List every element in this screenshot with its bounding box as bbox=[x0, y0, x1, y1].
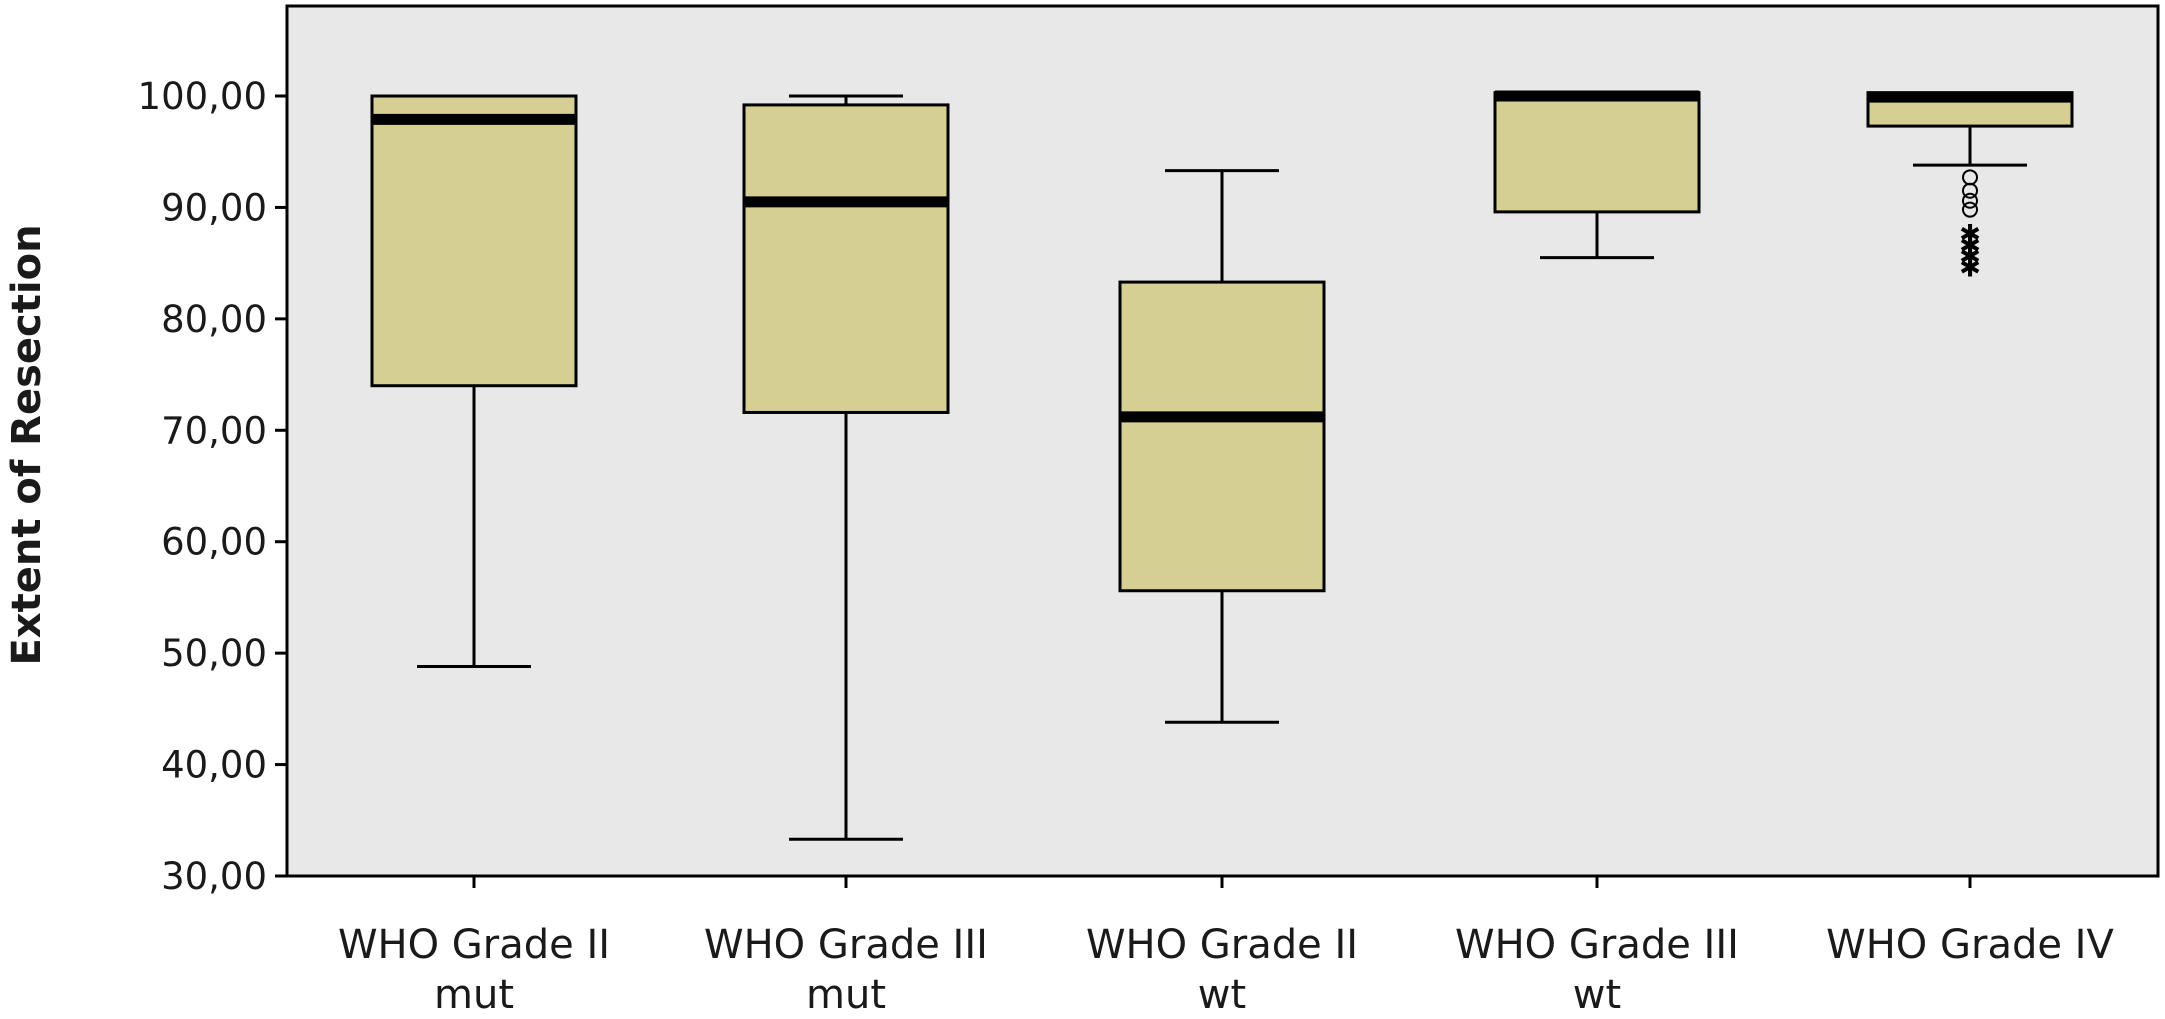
y-tick-label: 40,00 bbox=[161, 744, 267, 787]
iqr-box bbox=[1118, 280, 1326, 593]
box-group bbox=[742, 94, 950, 841]
x-category-sublabel: mut bbox=[434, 972, 514, 1018]
x-category-sublabel: wt bbox=[1573, 972, 1621, 1018]
x-category-label: WHO Grade III bbox=[1455, 922, 1739, 968]
outlier-point bbox=[1962, 192, 1978, 209]
x-category-label: WHO Grade II bbox=[1086, 922, 1358, 968]
extreme-point: ✱ bbox=[1959, 242, 1981, 272]
y-tick-label: 80,00 bbox=[161, 298, 267, 341]
x-category-label: WHO Grade III bbox=[704, 922, 988, 968]
outlier-point bbox=[1962, 201, 1978, 218]
iqr-box bbox=[1493, 91, 1701, 214]
x-category-sublabel: mut bbox=[806, 972, 886, 1018]
y-tick-label: 70,00 bbox=[161, 409, 267, 452]
extreme-point: ✱ bbox=[1959, 254, 1981, 284]
box-group: ✱✱✱✱ bbox=[1866, 91, 2074, 284]
box-group bbox=[1118, 169, 1326, 724]
y-tick-label: 50,00 bbox=[161, 632, 267, 675]
iqr-box bbox=[742, 103, 950, 414]
outlier-point bbox=[1962, 182, 1978, 199]
boxes-layer: ✱✱✱✱ bbox=[370, 90, 2074, 841]
box-group bbox=[1493, 90, 1701, 260]
x-category-label: WHO Grade II bbox=[338, 922, 610, 968]
box-group bbox=[370, 94, 578, 669]
iqr-box bbox=[370, 94, 578, 388]
x-category-label: WHO Grade IV bbox=[1826, 922, 2114, 968]
extreme-point: ✱ bbox=[1959, 231, 1981, 261]
y-tick-label: 100,00 bbox=[138, 75, 267, 118]
extreme-point: ✱ bbox=[1959, 220, 1981, 250]
x-category-sublabel: wt bbox=[1198, 972, 1246, 1018]
y-tick-label: 30,00 bbox=[161, 855, 267, 898]
y-tick-label: 60,00 bbox=[161, 521, 267, 564]
y-axis: 30,00 40,00 50,00 60,00 70,00 80,00 90,00 100,0… bbox=[138, 75, 287, 898]
y-tick-label: 90,00 bbox=[161, 186, 267, 229]
y-axis-title: Extent of Resection bbox=[4, 224, 50, 665]
